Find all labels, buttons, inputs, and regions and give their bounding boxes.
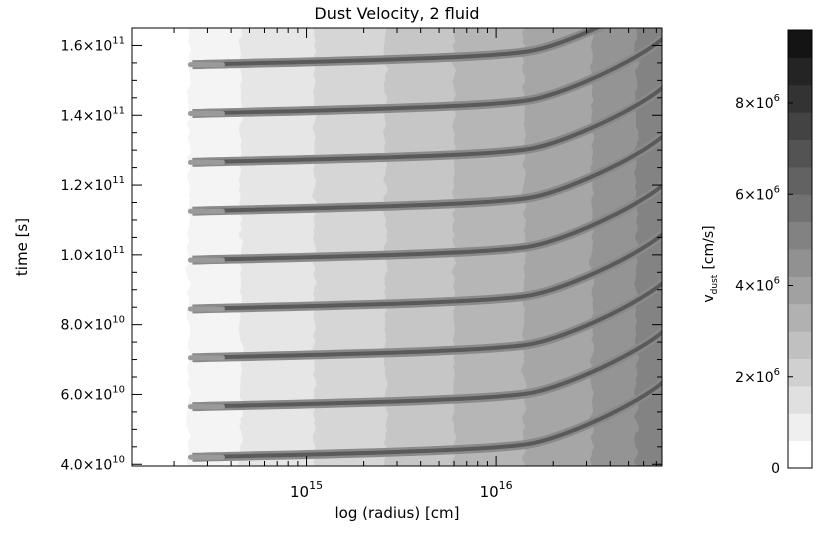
colorbar-label-unit: [cm/s] (701, 225, 717, 269)
colorbar-tick-label: 0 (771, 461, 780, 477)
y-tick-mantissa: 1.6×10 (60, 38, 112, 54)
colorbar-tick-exp: 6 (774, 93, 780, 104)
x-tick-label: 1015 (290, 479, 323, 501)
colorbar-tick-label: 8×106 (735, 93, 780, 112)
y-tick-exp: 11 (112, 175, 125, 186)
y-tick-mantissa: 4.0×10 (60, 457, 112, 473)
x-tick-label: 1016 (480, 479, 513, 501)
colorbar-tick-mantissa: 8×10 (735, 96, 773, 112)
heatmap-plot-area: 1015 1016 4.0×10106.0×10108.0×10101.0×101… (60, 27, 663, 501)
colorbar-level (788, 112, 812, 140)
colorbar-level (788, 385, 812, 414)
y-tick-label: 4.0×1010 (60, 454, 125, 473)
pulse-core (192, 36, 662, 116)
x-tick-base: 10 (290, 483, 309, 501)
y-tick-exp: 10 (112, 315, 125, 326)
y-tick-exp: 11 (112, 245, 125, 256)
y-tick-label: 8.0×1010 (60, 315, 125, 334)
colorbar (787, 29, 813, 469)
colorbar-label-sub: dust (710, 274, 720, 294)
pulse-core (192, 28, 602, 67)
colorbar-level (788, 303, 812, 332)
colorbar-level (788, 249, 812, 277)
colorbar-frame (787, 29, 813, 469)
colorbar-tick-exp: 6 (774, 276, 780, 287)
chart-title: Dust Velocity, 2 fluid (314, 4, 479, 23)
y-tick-exp: 11 (112, 35, 125, 46)
y-tick-label: 1.2×1011 (60, 175, 125, 194)
colorbar-label: vdust [cm/s] (701, 225, 720, 302)
y-tick-mantissa: 1.4×10 (60, 108, 112, 124)
y-tick-label: 1.4×1011 (60, 105, 125, 124)
field-level (240, 28, 323, 466)
x-tick-base: 10 (480, 483, 499, 501)
colorbar-level (788, 221, 812, 250)
colorbar-tick-label: 2×106 (735, 367, 780, 386)
y-tick-label: 1.0×1011 (60, 245, 125, 264)
pulse-core (192, 85, 662, 165)
field-level (188, 28, 249, 466)
pulse-core (192, 329, 662, 409)
y-tick-label: 1.6×1011 (60, 35, 125, 54)
y-tick-exp: 10 (112, 384, 125, 395)
colorbar-tick-mantissa: 6×10 (735, 187, 773, 203)
y-tick-mantissa: 1.0×10 (60, 248, 112, 264)
y-tick-exp: 11 (112, 105, 125, 116)
colorbar-level (788, 84, 812, 113)
colorbar-level (788, 57, 812, 86)
pulse-core (192, 134, 662, 214)
colorbar-level (788, 166, 812, 195)
colorbar-tick-mantissa: 2×10 (735, 370, 773, 386)
colorbar-level (788, 30, 812, 58)
y-tick-label: 6.0×1010 (60, 384, 125, 403)
pulse-core (192, 231, 662, 311)
y-tick-mantissa: 8.0×10 (60, 318, 112, 334)
colorbar-tick-exp: 6 (774, 184, 780, 195)
x-axis-label: log (radius) [cm] (334, 504, 459, 522)
colorbar-tick-label: 4×106 (735, 276, 780, 295)
colorbar-tick-mantissa: 0 (771, 461, 780, 477)
colorbar-level (788, 413, 812, 442)
field-level (314, 28, 394, 466)
pulse-bands (187, 28, 662, 462)
colorbar-level (788, 331, 812, 359)
colorbar-tick-exp: 6 (774, 367, 780, 378)
x-axis-ticks: 1015 1016 (173, 28, 657, 501)
pulse-core (192, 280, 662, 360)
y-tick-mantissa: 1.2×10 (60, 178, 112, 194)
pulse-core (192, 380, 662, 460)
y-axis-ticks: 4.0×10106.0×10108.0×10101.0×10111.2×1011… (60, 27, 662, 473)
field-level (385, 28, 463, 466)
pulse-core (192, 183, 662, 263)
x-tick-exp: 15 (309, 479, 323, 492)
colorbar-tick-label: 6×106 (735, 184, 780, 203)
y-tick-mantissa: 6.0×10 (60, 387, 112, 403)
y-tick-exp: 10 (112, 454, 125, 465)
colorbar-level (788, 139, 812, 168)
colorbar-label-main: v (701, 294, 717, 302)
colorbar-tick-mantissa: 4×10 (735, 279, 773, 295)
colorbar-level (788, 358, 812, 387)
colorbar-level (788, 276, 812, 305)
y-axis-label: time [s] (13, 218, 31, 276)
colorbar-level (788, 194, 812, 223)
x-tick-exp: 16 (499, 479, 513, 492)
colorbar-level (788, 440, 812, 469)
